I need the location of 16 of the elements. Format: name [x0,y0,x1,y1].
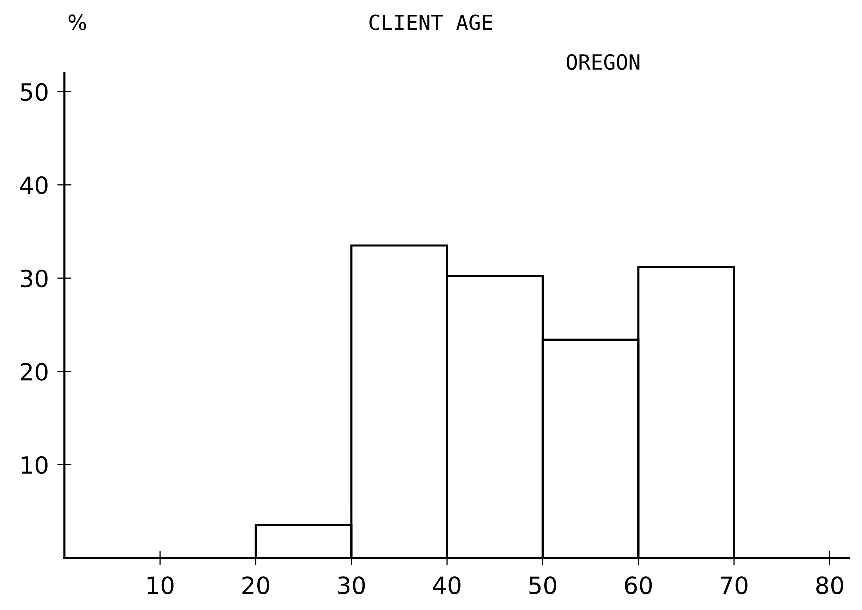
x-tick-label: 50 [530,576,556,594]
x-tick-label: 10 [148,576,174,594]
y-tick-label: 10 [22,456,48,474]
x-tick-label: 30 [338,576,366,594]
y-axis-title: % [68,14,86,30]
x-tick-label: 80 [816,576,844,594]
x-tick-label: 70 [721,576,748,594]
y-tick-label: 30 [21,270,48,288]
x-tick-label: 40 [433,576,461,594]
chart-subtitle: OREGON [566,54,640,70]
x-tick-label: 20 [242,576,270,594]
y-tick-label: 20 [21,363,48,381]
y-tick-label: 50 [21,83,48,102]
x-tick-label: 60 [625,576,652,594]
y-tick-label: 40 [20,176,48,194]
chart-title: CLIENT AGE [370,14,492,30]
